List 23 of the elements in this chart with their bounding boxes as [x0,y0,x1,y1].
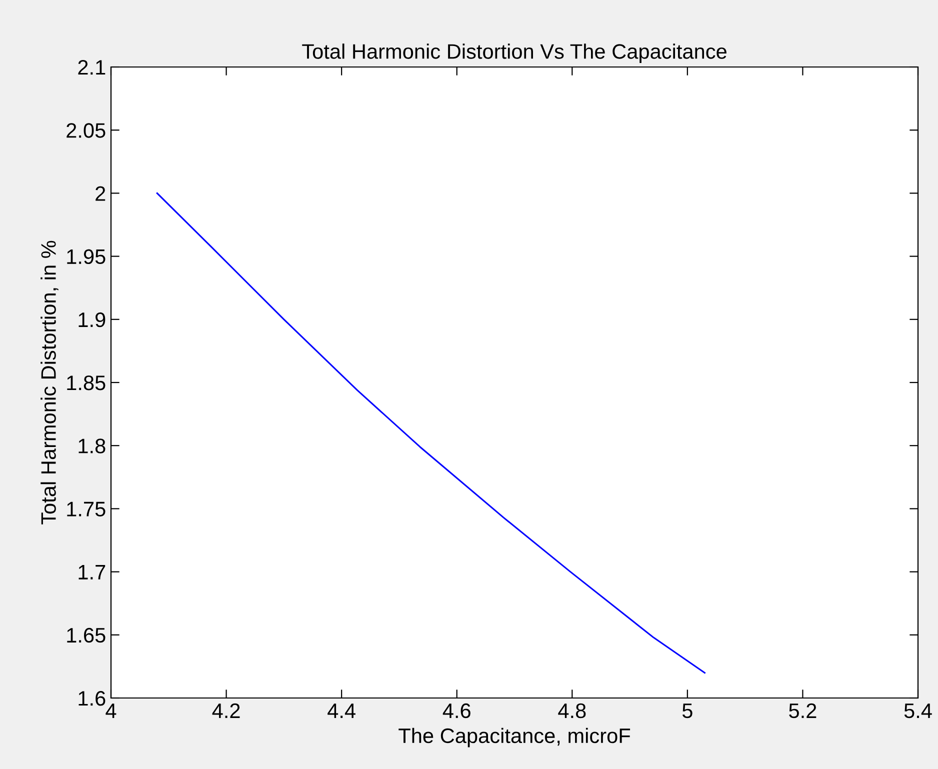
y-tick-label: 1.8 [78,438,106,454]
y-tick-label: 1.65 [67,628,106,643]
y-tick-label: 1.7 [78,565,106,580]
y-tick-label: 2.1 [78,60,106,75]
chart-title: Total Harmonic Distortion Vs The Capacitance [302,44,726,63]
line-series [156,192,706,674]
x-tick-label: 5 [682,704,692,718]
x-tick-label: 5.4 [904,704,932,718]
x-tick-label: 5.2 [789,703,816,718]
y-tick-label: 1.95 [67,249,106,264]
y-tick-label: 1.9 [78,312,106,328]
y-axis-title: Total Harmonic Distortion, in % [40,240,58,524]
y-tick-label: 1.85 [67,376,106,390]
y-tick-label: 1.6 [78,691,106,706]
y-tick-label: 2 [96,186,106,201]
x-tick-label: 4 [106,704,116,718]
y-tick-label: 1.75 [67,502,106,516]
y-tick-label: 2.05 [66,123,106,138]
x-tick-label: 4.2 [212,703,240,718]
x-axis-title: The Capacitance, microF [398,728,630,748]
x-tick-label: 4.4 [328,704,356,718]
x-tick-label: 4.8 [558,703,586,718]
x-tick-label: 4.6 [442,703,470,718]
